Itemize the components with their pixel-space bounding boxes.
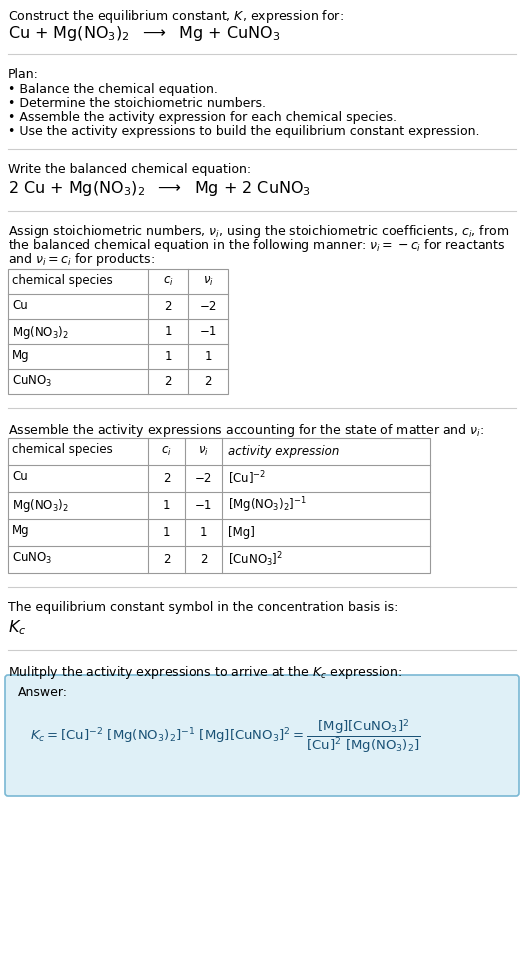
Text: Mg: Mg bbox=[12, 349, 30, 362]
Text: [CuNO$_3$]$^2$: [CuNO$_3$]$^2$ bbox=[228, 550, 283, 569]
Text: Mulitply the activity expressions to arrive at the $K_c$ expression:: Mulitply the activity expressions to arr… bbox=[8, 664, 402, 681]
Text: $c_i$: $c_i$ bbox=[162, 275, 173, 288]
Text: $K_c$: $K_c$ bbox=[8, 618, 26, 637]
Text: chemical species: chemical species bbox=[12, 274, 113, 287]
Text: the balanced chemical equation in the following manner: $\nu_i = -c_i$ for react: the balanced chemical equation in the fo… bbox=[8, 237, 506, 254]
Text: $\nu_i$: $\nu_i$ bbox=[198, 445, 209, 458]
Text: • Use the activity expressions to build the equilibrium constant expression.: • Use the activity expressions to build … bbox=[8, 125, 479, 138]
Text: Cu: Cu bbox=[12, 299, 28, 312]
Text: −2: −2 bbox=[195, 472, 212, 485]
Text: activity expression: activity expression bbox=[228, 445, 340, 458]
Text: • Balance the chemical equation.: • Balance the chemical equation. bbox=[8, 83, 218, 96]
Text: $\nu_i$: $\nu_i$ bbox=[203, 275, 213, 288]
Text: chemical species: chemical species bbox=[12, 443, 113, 456]
Text: −1: −1 bbox=[195, 499, 212, 512]
Text: The equilibrium constant symbol in the concentration basis is:: The equilibrium constant symbol in the c… bbox=[8, 601, 398, 614]
Text: Answer:: Answer: bbox=[18, 686, 68, 699]
Text: 2: 2 bbox=[204, 375, 212, 388]
Text: Plan:: Plan: bbox=[8, 68, 39, 81]
Text: • Determine the stoichiometric numbers.: • Determine the stoichiometric numbers. bbox=[8, 97, 266, 110]
Text: 2: 2 bbox=[164, 300, 172, 313]
Text: CuNO$_3$: CuNO$_3$ bbox=[12, 374, 52, 389]
Text: 2: 2 bbox=[163, 472, 170, 485]
Text: Assemble the activity expressions accounting for the state of matter and $\nu_i$: Assemble the activity expressions accoun… bbox=[8, 422, 484, 439]
Text: Mg(NO$_3$)$_2$: Mg(NO$_3$)$_2$ bbox=[12, 497, 69, 514]
Text: $c_i$: $c_i$ bbox=[161, 445, 172, 458]
Text: Mg: Mg bbox=[12, 524, 30, 537]
FancyBboxPatch shape bbox=[5, 675, 519, 796]
Text: Cu: Cu bbox=[12, 470, 28, 483]
Text: • Assemble the activity expression for each chemical species.: • Assemble the activity expression for e… bbox=[8, 111, 397, 124]
Text: 2: 2 bbox=[163, 553, 170, 566]
Text: CuNO$_3$: CuNO$_3$ bbox=[12, 551, 52, 566]
Text: −2: −2 bbox=[199, 300, 217, 313]
Bar bbox=[8, 269, 228, 394]
Text: [Mg(NO$_3$)$_2$]$^{-1}$: [Mg(NO$_3$)$_2$]$^{-1}$ bbox=[228, 496, 307, 516]
Text: 2 Cu + Mg(NO$_3$)$_2$  $\longrightarrow$  Mg + 2 CuNO$_3$: 2 Cu + Mg(NO$_3$)$_2$ $\longrightarrow$ … bbox=[8, 179, 311, 198]
Text: 1: 1 bbox=[200, 526, 208, 539]
Text: 1: 1 bbox=[163, 526, 170, 539]
Text: [Mg]: [Mg] bbox=[228, 526, 255, 539]
Text: 1: 1 bbox=[164, 350, 172, 363]
Text: 1: 1 bbox=[204, 350, 212, 363]
Text: [Cu]$^{-2}$: [Cu]$^{-2}$ bbox=[228, 470, 266, 487]
Text: $K_c = [\mathrm{Cu}]^{-2}\ [\mathrm{Mg(NO_3)_2}]^{-1}\ [\mathrm{Mg}][\mathrm{CuN: $K_c = [\mathrm{Cu}]^{-2}\ [\mathrm{Mg(N… bbox=[30, 717, 421, 755]
Text: 1: 1 bbox=[164, 325, 172, 338]
Text: 1: 1 bbox=[163, 499, 170, 512]
Text: and $\nu_i = c_i$ for products:: and $\nu_i = c_i$ for products: bbox=[8, 251, 155, 268]
Bar bbox=[8, 438, 430, 573]
Text: Construct the equilibrium constant, $K$, expression for:: Construct the equilibrium constant, $K$,… bbox=[8, 8, 344, 25]
Text: Mg(NO$_3$)$_2$: Mg(NO$_3$)$_2$ bbox=[12, 324, 69, 341]
Text: Cu + Mg(NO$_3$)$_2$  $\longrightarrow$  Mg + CuNO$_3$: Cu + Mg(NO$_3$)$_2$ $\longrightarrow$ Mg… bbox=[8, 24, 280, 43]
Text: −1: −1 bbox=[199, 325, 217, 338]
Text: Assign stoichiometric numbers, $\nu_i$, using the stoichiometric coefficients, $: Assign stoichiometric numbers, $\nu_i$, … bbox=[8, 223, 509, 240]
Text: Write the balanced chemical equation:: Write the balanced chemical equation: bbox=[8, 163, 251, 176]
Text: 2: 2 bbox=[200, 553, 208, 566]
Text: 2: 2 bbox=[164, 375, 172, 388]
